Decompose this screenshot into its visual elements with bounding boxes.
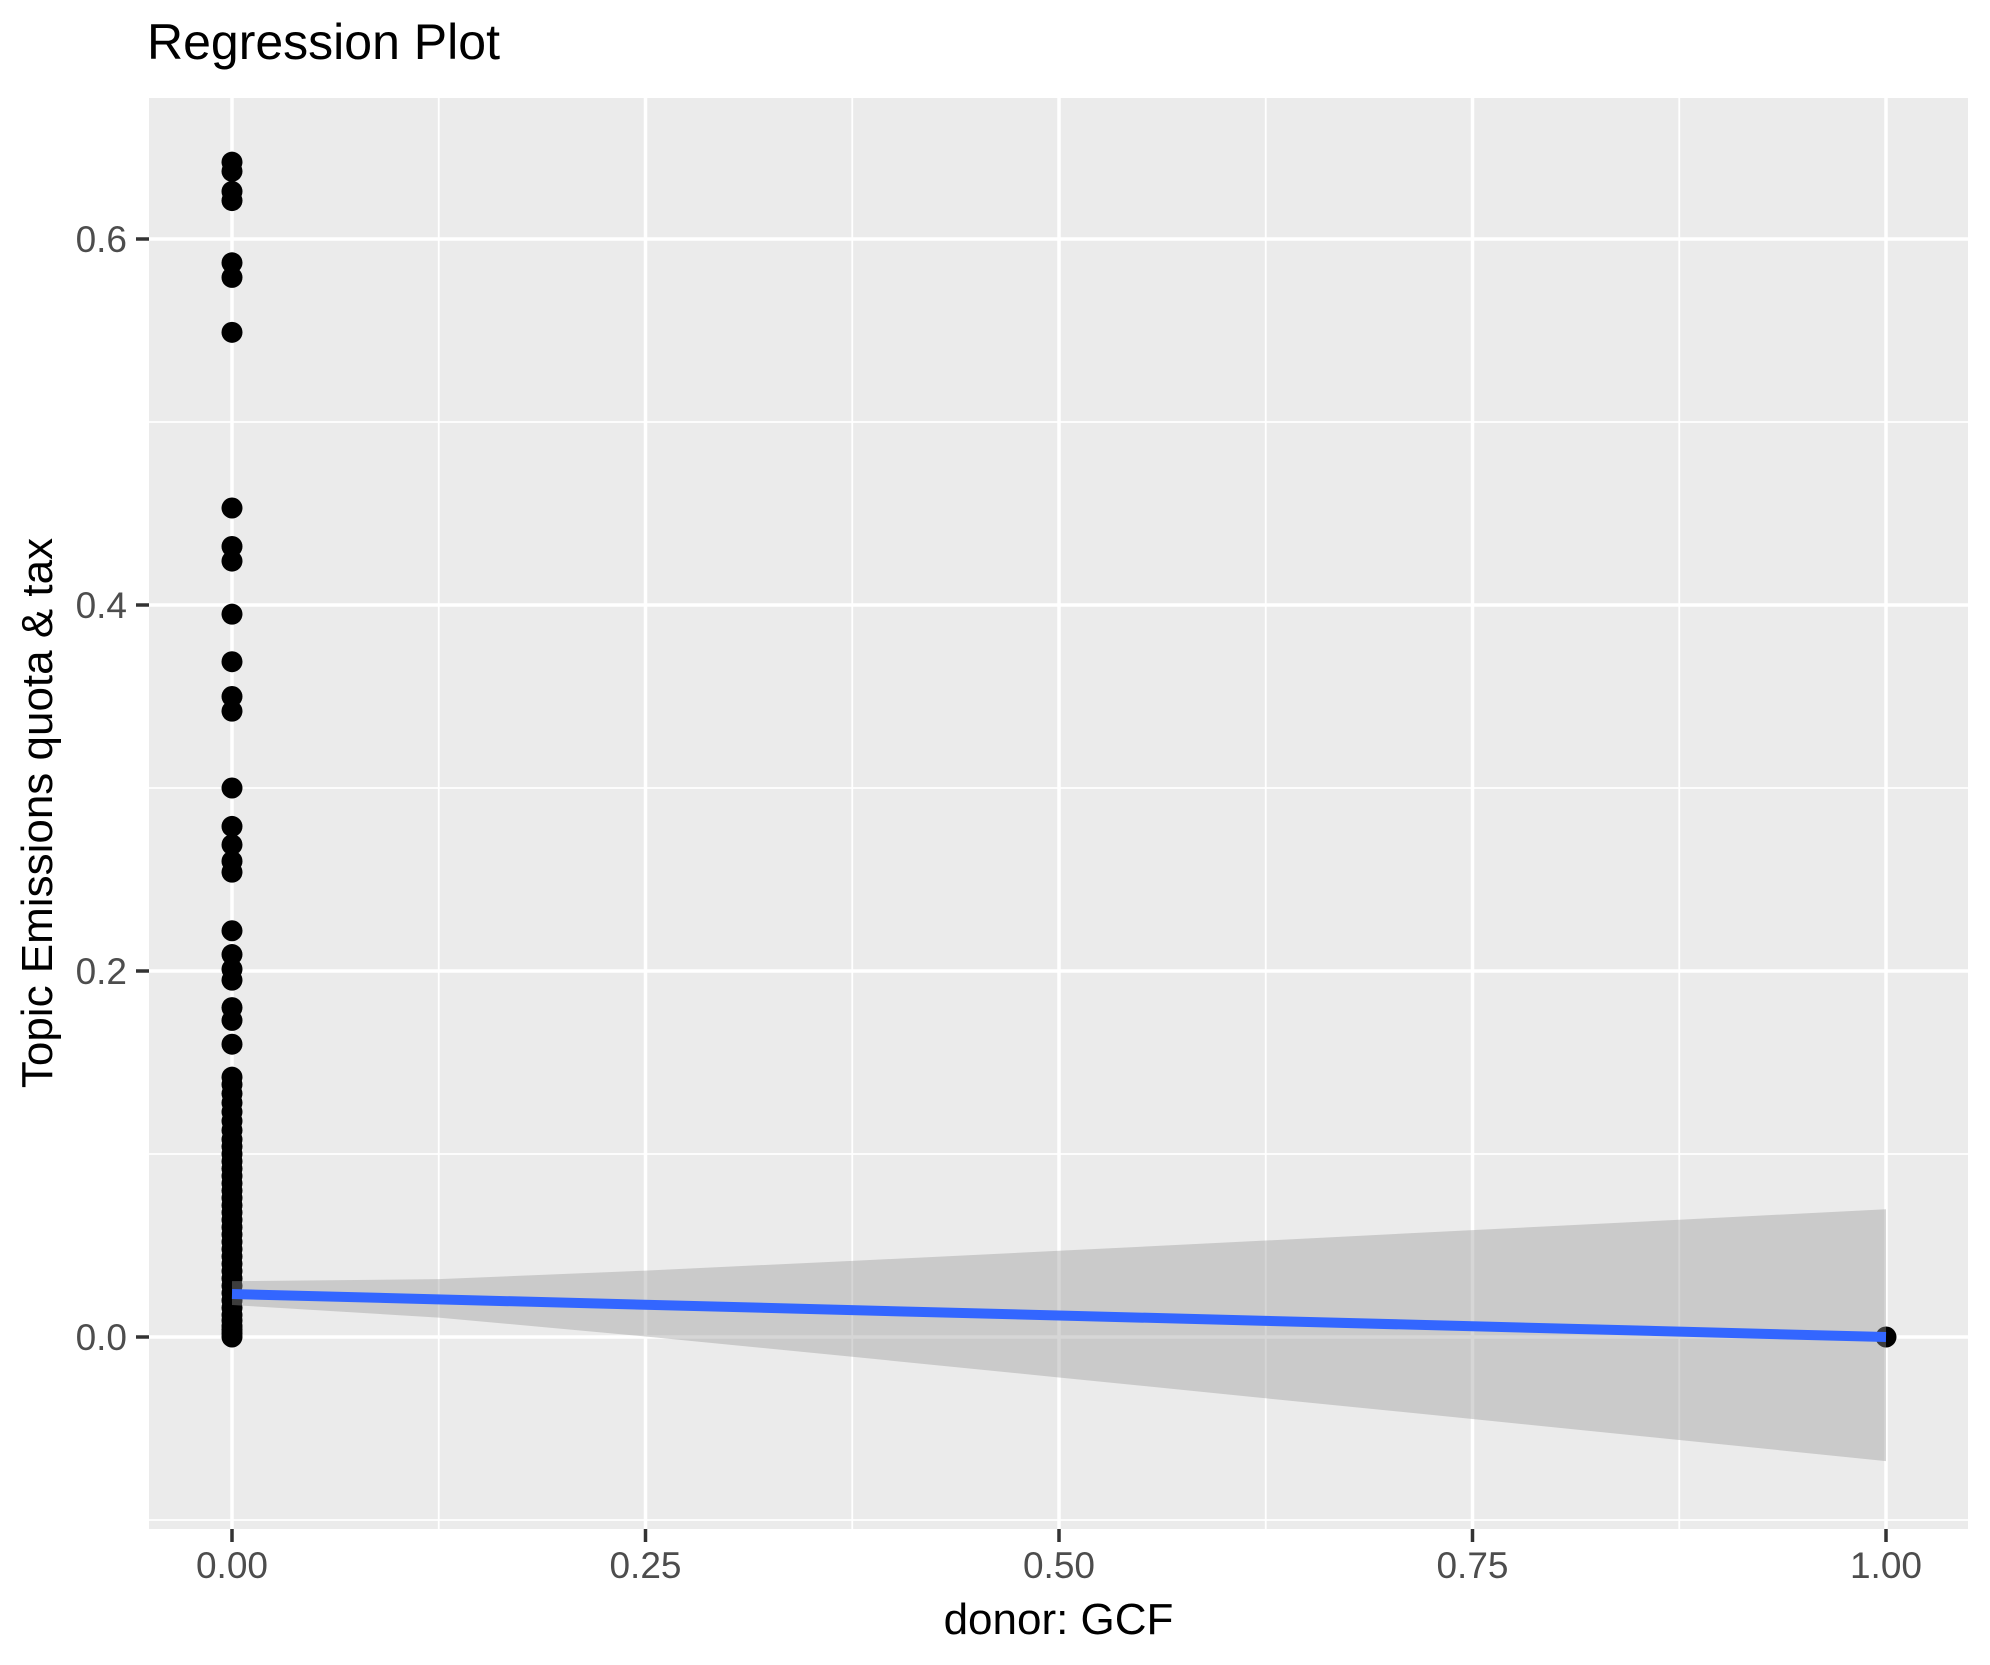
plot-title: Regression Plot: [147, 14, 500, 70]
axis-ticks: [136, 237, 1888, 1542]
x-tick-label: 0.50: [1023, 1545, 1095, 1586]
x-tick-label: 0.00: [196, 1545, 268, 1586]
y-tick-label: 0.4: [76, 585, 127, 626]
y-tick-label: 0.2: [76, 951, 127, 992]
regression-line: [231, 1288, 1887, 1342]
confidence-band: [232, 1209, 1886, 1462]
x-tick-label: 1.00: [1850, 1545, 1922, 1586]
y-tick-label: 0.6: [76, 219, 127, 260]
x-tick-label: 0.25: [609, 1545, 681, 1586]
scatter-points: [221, 151, 1897, 1348]
y-tick-label: 0.0: [76, 1317, 127, 1358]
x-tick-label: 0.75: [1436, 1545, 1508, 1586]
tick-labels: 0.0 0.2 0.4 0.6 0.00 0.25 0.50 0.75 1.00: [76, 219, 1922, 1586]
x-axis-label: donor: GCF: [943, 1595, 1174, 1644]
y-axis-label: Topic Emissions quota & tax: [13, 537, 62, 1089]
